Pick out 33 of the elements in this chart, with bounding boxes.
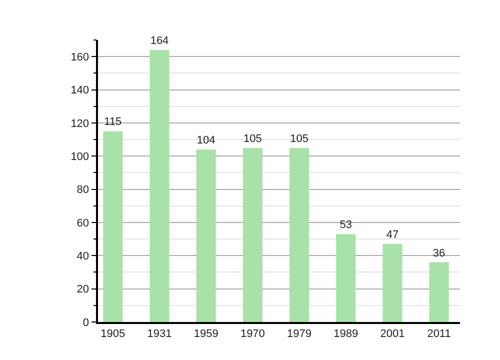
- data-label: 105: [290, 132, 308, 145]
- y-tick-label: 40: [76, 250, 90, 262]
- x-tick-label: 2011: [427, 328, 451, 340]
- bar: [196, 149, 216, 322]
- data-label: 115: [104, 116, 122, 128]
- x-tick-label: 2001: [380, 328, 405, 340]
- data-label: 36: [432, 247, 446, 260]
- y-tick-label: 60: [76, 217, 90, 230]
- y-tick-label: 160: [70, 51, 90, 64]
- data-label: 105: [243, 132, 262, 145]
- data-label: 47: [386, 229, 399, 242]
- y-tick-label: 120: [70, 118, 90, 130]
- x-tick-label: 1989: [334, 328, 358, 340]
- bar: [336, 234, 356, 322]
- x-tick-label: 1979: [287, 328, 312, 340]
- bar: [429, 262, 449, 322]
- bar: [150, 50, 170, 322]
- x-tick-label: 1970: [240, 328, 265, 340]
- x-tick-label: 1931: [147, 328, 172, 340]
- y-tick-label: 140: [70, 84, 90, 97]
- data-label: 53: [340, 219, 352, 232]
- y-tick-label: 80: [76, 184, 90, 196]
- y-tick-label: 0: [82, 316, 90, 329]
- y-tick-label: 20: [76, 284, 90, 296]
- bar: [382, 244, 402, 322]
- x-tick-label: 1959: [194, 328, 218, 340]
- x-tick-label: 1905: [100, 328, 126, 340]
- bar: [289, 148, 310, 322]
- bar: [103, 131, 123, 322]
- y-tick-label: 100: [70, 150, 90, 163]
- data-label: 164: [150, 34, 169, 47]
- data-label: 104: [196, 134, 216, 146]
- bar: [242, 148, 262, 322]
